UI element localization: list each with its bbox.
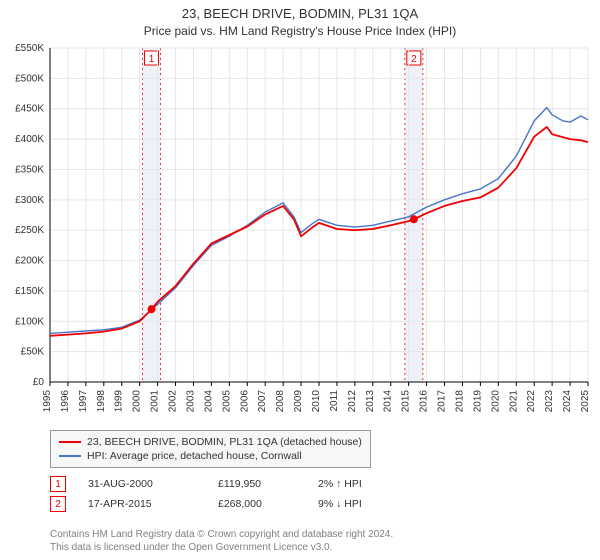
svg-text:2022: 2022 bbox=[526, 390, 537, 413]
svg-text:2004: 2004 bbox=[203, 390, 214, 413]
svg-text:2012: 2012 bbox=[347, 390, 358, 413]
svg-text:2002: 2002 bbox=[168, 390, 179, 413]
svg-text:2025: 2025 bbox=[580, 390, 591, 413]
chart-area: 1 2 £0 £50K £100K £150K £200K £250K £300K £350K £4… bbox=[0, 44, 600, 424]
svg-text:2020: 2020 bbox=[490, 390, 501, 413]
svg-text:£350K: £350K bbox=[15, 164, 44, 175]
svg-text:2017: 2017 bbox=[437, 390, 448, 413]
svg-text:2: 2 bbox=[411, 54, 417, 65]
svg-text:2005: 2005 bbox=[221, 390, 232, 413]
legend-swatch-hpi bbox=[59, 455, 81, 457]
footer-line1: Contains HM Land Registry data © Crown c… bbox=[50, 528, 393, 541]
chart-subtitle: Price paid vs. HM Land Registry's House … bbox=[0, 21, 600, 44]
svg-text:£400K: £400K bbox=[15, 134, 44, 145]
svg-text:1998: 1998 bbox=[96, 390, 107, 413]
svg-text:1: 1 bbox=[149, 54, 155, 65]
legend: 23, BEECH DRIVE, BODMIN, PL31 1QA (detac… bbox=[50, 430, 371, 468]
sale-date: 31-AUG-2000 bbox=[88, 478, 218, 490]
svg-text:2011: 2011 bbox=[329, 390, 340, 412]
svg-text:2021: 2021 bbox=[508, 390, 519, 413]
sale-delta: 9% ↓ HPI bbox=[318, 498, 438, 510]
footer-line2: This data is licensed under the Open Gov… bbox=[50, 541, 393, 554]
svg-text:2013: 2013 bbox=[365, 390, 376, 413]
sale-date: 17-APR-2015 bbox=[88, 498, 218, 510]
svg-text:1997: 1997 bbox=[78, 390, 89, 413]
svg-text:£500K: £500K bbox=[15, 73, 44, 84]
svg-text:2006: 2006 bbox=[239, 390, 250, 413]
legend-label-hpi: HPI: Average price, detached house, Corn… bbox=[87, 449, 302, 463]
chart-title: 23, BEECH DRIVE, BODMIN, PL31 1QA bbox=[0, 0, 600, 21]
chart-container: 23, BEECH DRIVE, BODMIN, PL31 1QA Price … bbox=[0, 0, 600, 560]
svg-text:2003: 2003 bbox=[185, 390, 196, 413]
svg-text:2023: 2023 bbox=[544, 390, 555, 413]
svg-text:1999: 1999 bbox=[114, 390, 125, 413]
svg-text:2008: 2008 bbox=[275, 390, 286, 413]
svg-text:£550K: £550K bbox=[15, 44, 44, 54]
svg-text:£200K: £200K bbox=[15, 256, 44, 267]
svg-text:£50K: £50K bbox=[21, 347, 45, 358]
legend-item-price-paid: 23, BEECH DRIVE, BODMIN, PL31 1QA (detac… bbox=[59, 435, 362, 449]
svg-text:£100K: £100K bbox=[15, 316, 44, 327]
legend-item-hpi: HPI: Average price, detached house, Corn… bbox=[59, 449, 362, 463]
svg-text:2024: 2024 bbox=[562, 390, 573, 413]
svg-text:2010: 2010 bbox=[311, 390, 322, 413]
svg-text:2007: 2007 bbox=[257, 390, 268, 413]
svg-text:2018: 2018 bbox=[454, 390, 465, 413]
svg-text:1996: 1996 bbox=[60, 390, 71, 413]
svg-text:£250K: £250K bbox=[15, 225, 44, 236]
svg-text:2001: 2001 bbox=[150, 390, 161, 413]
svg-text:£300K: £300K bbox=[15, 195, 44, 206]
svg-text:£0: £0 bbox=[33, 377, 45, 388]
legend-swatch-price-paid bbox=[59, 441, 81, 443]
sale-marker-icon: 1 bbox=[50, 476, 66, 492]
svg-text:2000: 2000 bbox=[132, 390, 143, 413]
footer-attribution: Contains HM Land Registry data © Crown c… bbox=[50, 528, 393, 554]
sale-marker-icon: 2 bbox=[50, 496, 66, 512]
svg-text:2009: 2009 bbox=[293, 390, 304, 413]
line-chart-svg: 1 2 £0 £50K £100K £150K £200K £250K £300K £350K £4… bbox=[0, 44, 600, 424]
sales-table: 1 31-AUG-2000 £119,950 2% ↑ HPI 2 17-APR… bbox=[50, 474, 438, 514]
svg-text:2016: 2016 bbox=[419, 390, 430, 413]
legend-label-price-paid: 23, BEECH DRIVE, BODMIN, PL31 1QA (detac… bbox=[87, 435, 362, 449]
svg-text:2014: 2014 bbox=[383, 390, 394, 413]
svg-text:£150K: £150K bbox=[15, 286, 44, 297]
svg-text:2019: 2019 bbox=[472, 390, 483, 413]
sale-price: £119,950 bbox=[218, 478, 318, 490]
sale-price: £268,000 bbox=[218, 498, 318, 510]
svg-text:1995: 1995 bbox=[42, 390, 53, 413]
svg-text:2015: 2015 bbox=[401, 390, 412, 413]
svg-text:£450K: £450K bbox=[15, 104, 44, 115]
sale-delta: 2% ↑ HPI bbox=[318, 478, 438, 490]
sale-row: 1 31-AUG-2000 £119,950 2% ↑ HPI bbox=[50, 474, 438, 494]
sale-row: 2 17-APR-2015 £268,000 9% ↓ HPI bbox=[50, 494, 438, 514]
